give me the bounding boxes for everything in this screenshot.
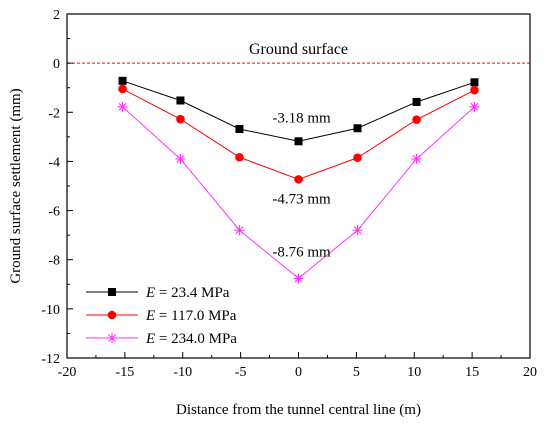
value-annotation: -8.76 mm xyxy=(272,244,331,260)
data-point-circle xyxy=(470,85,479,95)
data-point-asterisk xyxy=(107,333,117,343)
y-axis-label: Ground surface settlement (mm) xyxy=(8,88,24,283)
x-axis-label: Distance from the tunnel central line (m… xyxy=(176,402,421,418)
data-point-circle xyxy=(235,152,244,162)
x-tick-label: 0 xyxy=(295,365,302,380)
x-tick-label: -15 xyxy=(116,365,135,380)
y-tick-label: -8 xyxy=(48,254,60,269)
x-tick-label: -20 xyxy=(58,365,77,380)
x-tick-label: -10 xyxy=(173,365,192,380)
series-2 xyxy=(118,84,479,184)
data-point-asterisk xyxy=(175,153,186,164)
data-point-asterisk xyxy=(469,101,480,112)
data-point-circle xyxy=(176,114,185,124)
data-point-circle xyxy=(294,175,303,184)
legend-item-1: E = 23.4 MPa xyxy=(86,285,230,301)
legend-label: E = 23.4 MPa xyxy=(145,285,230,301)
x-tick-label: 20 xyxy=(523,365,537,380)
data-point-circle xyxy=(118,84,127,94)
legend-label: E = 234.0 MPa xyxy=(145,331,237,347)
data-point-asterisk xyxy=(411,153,422,164)
y-tick-label: -4 xyxy=(48,155,60,170)
series-line xyxy=(122,88,475,180)
data-point-circle xyxy=(412,115,421,124)
y-tick-label: 2 xyxy=(53,8,60,23)
data-point-square xyxy=(108,288,116,296)
data-point-square xyxy=(294,137,303,146)
y-tick-label: -12 xyxy=(41,352,60,367)
data-point-asterisk xyxy=(352,225,363,236)
ground-surface-label: Ground surface xyxy=(249,41,348,58)
x-tick-label: -5 xyxy=(235,365,247,380)
y-tick-label: -2 xyxy=(48,106,60,121)
x-tick-label: 15 xyxy=(465,365,479,380)
data-point-square xyxy=(176,96,185,105)
data-point-square xyxy=(235,124,244,133)
x-tick-label: 10 xyxy=(407,365,421,380)
data-point-circle xyxy=(353,153,362,163)
legend-item-2: E = 117.0 MPa xyxy=(86,308,237,324)
data-point-asterisk xyxy=(234,225,245,236)
data-point-circle xyxy=(107,310,117,320)
y-tick-label: 0 xyxy=(53,57,60,72)
value-annotation: -3.18 mm xyxy=(272,110,331,126)
legend-item-3: E = 234.0 MPa xyxy=(86,331,237,347)
data-point-square xyxy=(353,124,362,133)
x-tick-label: 5 xyxy=(353,365,360,380)
data-point-square xyxy=(470,78,479,87)
series-1 xyxy=(118,76,479,146)
data-point-asterisk xyxy=(293,273,304,284)
y-tick-label: -10 xyxy=(41,303,60,318)
value-annotation: -4.73 mm xyxy=(272,191,331,207)
data-point-square xyxy=(118,76,127,85)
plot-frame xyxy=(66,13,531,359)
legend-label: E = 117.0 MPa xyxy=(145,308,237,324)
data-point-asterisk xyxy=(117,101,128,112)
series-3 xyxy=(117,101,480,284)
y-tick-label: -6 xyxy=(48,205,60,220)
data-point-square xyxy=(412,97,421,106)
